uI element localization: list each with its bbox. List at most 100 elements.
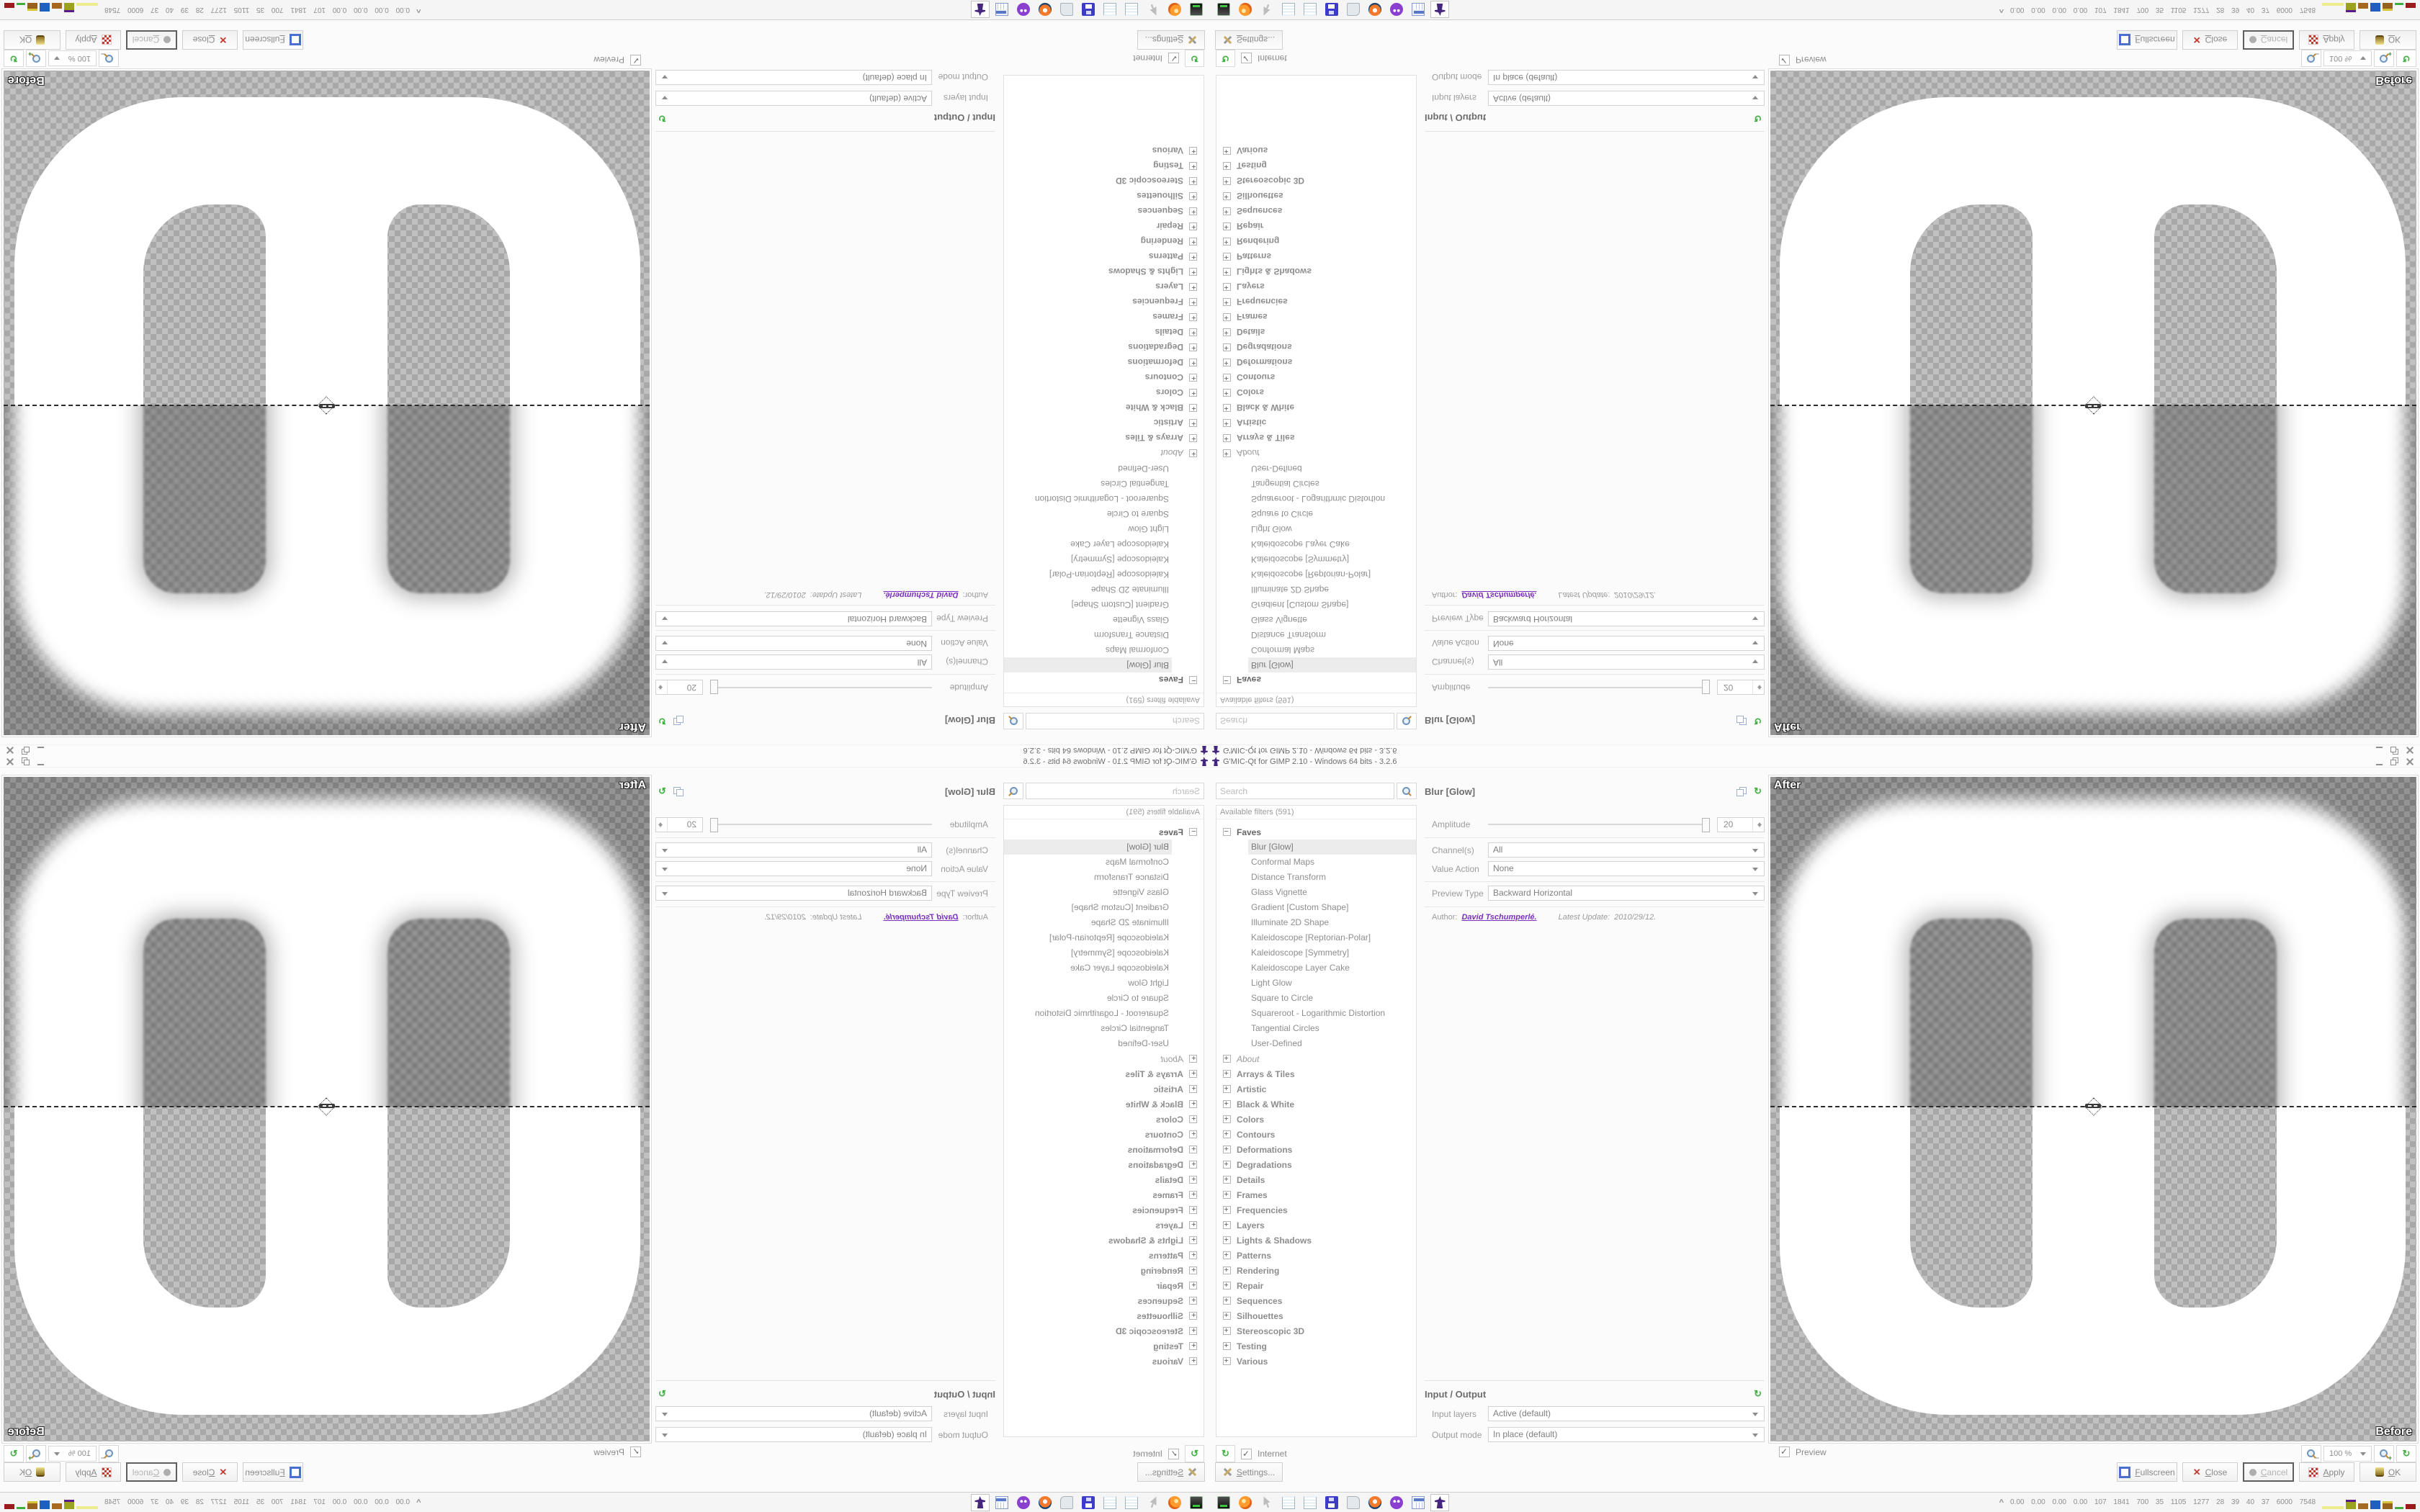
firefox-icon[interactable] [1236, 1494, 1255, 1511]
filter-category[interactable]: Degradations [1004, 1157, 1204, 1172]
filter-item[interactable]: Distance Transform [1093, 630, 1169, 640]
expand-icon[interactable] [1189, 449, 1197, 457]
expand-icon[interactable] [1223, 374, 1231, 382]
close-button[interactable]: Close [182, 1462, 238, 1482]
chevron-up-icon[interactable] [416, 6, 421, 14]
filter-category[interactable]: Patterns [1216, 249, 1416, 264]
filter-item[interactable]: Conformal Maps [1105, 645, 1169, 655]
reset-filter-icon[interactable] [1754, 785, 1762, 798]
reset-filter-icon[interactable] [658, 785, 666, 798]
filter-category[interactable]: Testing [1216, 158, 1416, 174]
filter-category[interactable]: Arrays & Tiles [1216, 1066, 1416, 1081]
filter-category[interactable]: Layers [1004, 1218, 1204, 1233]
slider-handle[interactable] [710, 680, 718, 694]
filter-category[interactable]: Frames [1004, 1187, 1204, 1202]
filter-item[interactable]: Tangential Circles [1251, 1023, 1319, 1033]
expand-icon[interactable] [1189, 268, 1197, 276]
expand-icon[interactable] [1223, 434, 1231, 442]
amplitude-slider[interactable] [1488, 817, 1710, 832]
preview-canvas[interactable]: After Before [1770, 777, 2416, 1441]
filter-item[interactable]: Light Glow [1128, 978, 1169, 988]
author-link[interactable]: David Tschumperlé. [883, 590, 959, 599]
expand-icon[interactable] [1189, 283, 1197, 291]
avatar-icon[interactable] [1387, 1494, 1406, 1511]
avatar-icon[interactable] [1014, 1494, 1033, 1511]
filter-category[interactable]: Colors [1216, 1112, 1416, 1127]
internet-checkbox[interactable] [1168, 1448, 1179, 1459]
chevron-up-icon[interactable] [1999, 1498, 2004, 1507]
close-window-icon[interactable] [2405, 757, 2414, 766]
filter-item[interactable]: Conformal Maps [1105, 857, 1169, 867]
expand-icon[interactable] [1223, 1221, 1231, 1229]
filter-item[interactable]: Kaleidoscope Layer Cake [1070, 539, 1169, 549]
zoom-level-select[interactable]: 100 % [48, 50, 97, 66]
filter-category[interactable]: Testing [1004, 1338, 1204, 1354]
spin-down-icon[interactable] [1757, 683, 1762, 688]
tree-node-faves[interactable]: Faves [1216, 824, 1416, 840]
expand-icon[interactable] [1189, 1251, 1197, 1259]
filter-item[interactable]: Kaleidoscope Layer Cake [1251, 963, 1350, 973]
amplitude-spinbox[interactable]: 20 [655, 680, 703, 696]
filter-item[interactable]: Glass Vignette [1251, 615, 1307, 625]
cancel-button[interactable]: Cancel [2243, 1462, 2294, 1482]
input-layers-select[interactable]: Active (default) [1488, 91, 1765, 106]
expand-icon[interactable] [1189, 207, 1197, 215]
filter-category[interactable]: Sequences [1216, 1293, 1416, 1308]
filter-item[interactable]: Squareroot - Logarithmic Distortion [1034, 1008, 1169, 1018]
filter-category[interactable]: Repair [1216, 219, 1416, 234]
expand-icon[interactable] [1189, 238, 1197, 246]
filter-category[interactable]: Lights & Shadows [1004, 264, 1204, 279]
filter-item[interactable]: Square to Circle [1251, 993, 1314, 1003]
filter-item[interactable]: User-Defined [1118, 464, 1169, 474]
filter-list[interactable]: Available filters (591) Faves Blur [Glow… [1216, 805, 1417, 1437]
expand-icon[interactable] [1189, 1055, 1197, 1063]
filter-item[interactable]: Kaleidoscope [Reptorian-Polar] [1251, 570, 1371, 580]
cursor-icon[interactable] [1258, 1, 1276, 19]
reset-zoom-button[interactable] [2396, 50, 2416, 67]
expand-icon[interactable] [1223, 1297, 1231, 1305]
blender-icon[interactable] [1036, 1494, 1054, 1511]
filter-item[interactable]: Illuminate 2D Shape [1251, 585, 1330, 595]
settings-button[interactable]: Settings... [1137, 30, 1205, 50]
filter-category[interactable]: Stereoscopic 3D [1216, 1323, 1416, 1338]
filter-item[interactable]: Gradient [Custom Shape] [1251, 600, 1349, 610]
filter-category[interactable]: Sequences [1216, 204, 1416, 219]
expand-icon[interactable] [1223, 449, 1231, 457]
filter-category[interactable]: Details [1004, 325, 1204, 340]
filter-item[interactable]: User-Defined [1251, 464, 1302, 474]
expand-icon[interactable] [1189, 1342, 1197, 1350]
filter-category[interactable]: Degradations [1216, 340, 1416, 355]
author-link[interactable]: David Tschumperlé. [1461, 913, 1537, 922]
expand-icon[interactable] [1189, 434, 1197, 442]
filter-category[interactable]: Black & White [1216, 1097, 1416, 1112]
expand-icon[interactable] [1223, 1251, 1231, 1259]
filter-item[interactable]: Kaleidoscope [Reptorian-Polar] [1049, 932, 1169, 942]
filter-item[interactable]: Kaleidoscope [Symmetry] [1070, 554, 1169, 564]
input-layers-select[interactable]: Active (default) [655, 1406, 932, 1421]
tree-node-faves[interactable]: Faves [1004, 672, 1204, 688]
filter-item[interactable]: Kaleidoscope [Reptorian-Polar] [1251, 932, 1371, 942]
floppy-64-icon[interactable] [1079, 1, 1098, 19]
expand-icon[interactable] [1189, 147, 1197, 155]
expand-icon[interactable] [1223, 253, 1231, 261]
search-input[interactable] [1026, 713, 1204, 729]
firefox-icon[interactable] [1165, 1, 1184, 19]
search-input[interactable] [1216, 783, 1394, 799]
expand-icon[interactable] [1189, 328, 1197, 336]
filter-category[interactable]: Deformations [1004, 1142, 1204, 1157]
expand-icon[interactable] [1189, 177, 1197, 185]
expand-icon[interactable] [1223, 389, 1231, 397]
filter-category[interactable]: Rendering [1004, 234, 1204, 249]
filter-category[interactable]: About [1216, 446, 1416, 461]
copy-command-icon[interactable] [673, 716, 684, 726]
search-button[interactable] [1003, 783, 1023, 799]
filter-category[interactable]: Testing [1004, 158, 1204, 174]
expand-icon[interactable] [1189, 1085, 1197, 1093]
preview-canvas[interactable]: After Before [4, 777, 650, 1441]
channels-select[interactable]: All [1488, 654, 1765, 670]
output-mode-select[interactable]: In place (default) [655, 1427, 932, 1442]
expand-icon[interactable] [1223, 298, 1231, 306]
expand-icon[interactable] [1189, 389, 1197, 397]
reset-zoom-button[interactable] [4, 1445, 24, 1462]
filter-category[interactable]: Degradations [1004, 340, 1204, 355]
